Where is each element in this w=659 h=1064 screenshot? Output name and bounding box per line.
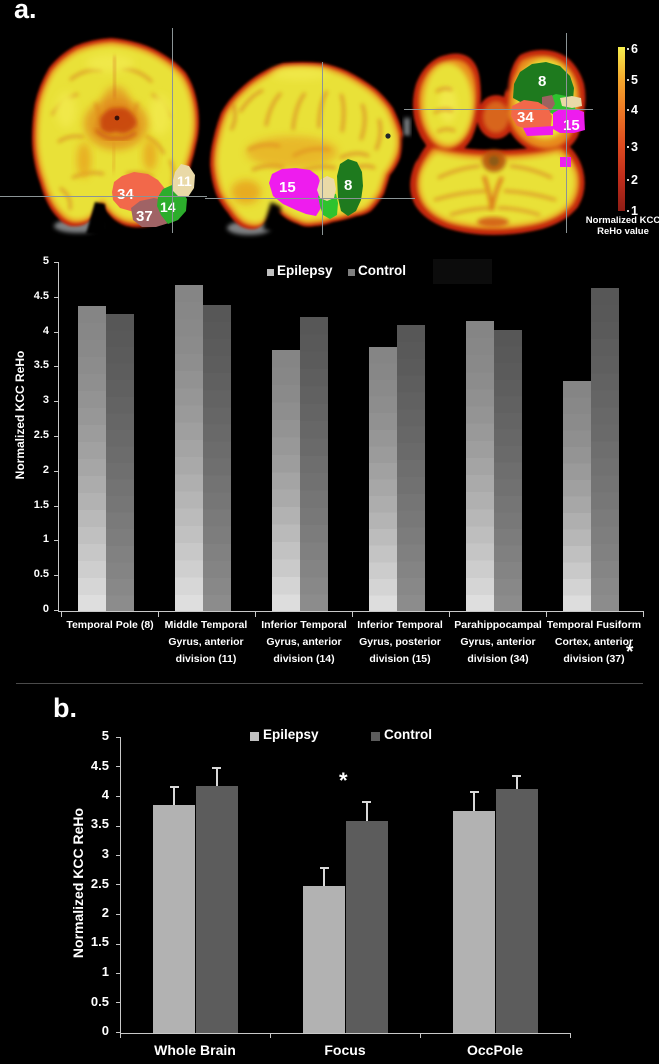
svg-text:14: 14 [160, 199, 176, 215]
svg-text:34: 34 [117, 186, 134, 203]
svg-text:6: 6 [631, 42, 638, 56]
svg-text:3: 3 [631, 140, 638, 154]
svg-text:15: 15 [563, 117, 580, 134]
svg-text:34: 34 [517, 109, 534, 126]
svg-text:2: 2 [631, 173, 638, 187]
svg-text:4: 4 [631, 103, 638, 117]
svg-text:Normalized KCC: Normalized KCC [586, 215, 659, 226]
svg-text:15: 15 [279, 179, 296, 196]
svg-text:1: 1 [631, 204, 638, 218]
svg-text:8: 8 [538, 73, 546, 90]
svg-text:37: 37 [136, 208, 153, 225]
svg-text:8: 8 [344, 177, 352, 194]
svg-text:11: 11 [177, 173, 192, 189]
svg-text:5: 5 [631, 73, 638, 87]
svg-text:ReHo value: ReHo value [597, 226, 649, 237]
